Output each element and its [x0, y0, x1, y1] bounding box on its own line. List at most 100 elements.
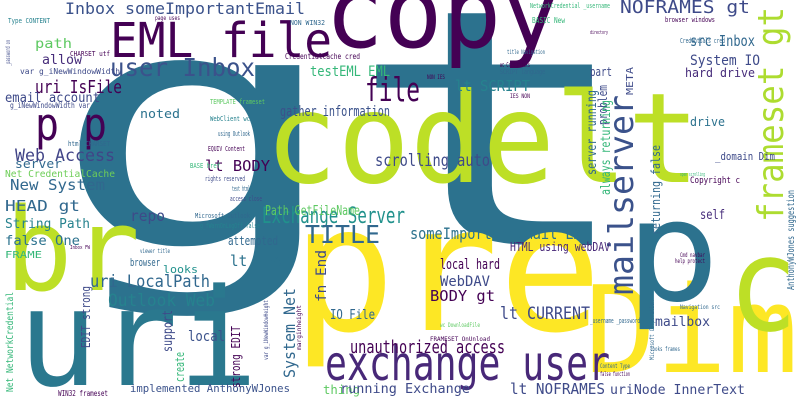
- word: frameset gt: [751, 7, 792, 222]
- word: mailbox: [655, 315, 710, 330]
- word: gather information: [280, 104, 390, 120]
- word: gt: [50, 0, 640, 323]
- word: someImportantEmail EML: [410, 224, 590, 243]
- word: lt HEAD: [230, 252, 290, 270]
- word: problem: [596, 85, 610, 125]
- word: g_iNewWindowWidth var: [10, 101, 90, 110]
- word: lt BODY: [205, 157, 270, 175]
- word: NON IES: [427, 74, 445, 81]
- word: String Path: [5, 217, 90, 232]
- word: returning false: [649, 145, 663, 235]
- word: Outlook Web: [108, 291, 215, 311]
- word: noted: [140, 107, 180, 121]
- word: Credentials cred: [680, 37, 725, 45]
- word: exchange user: [325, 336, 610, 392]
- word: pre: [292, 169, 602, 372]
- word: drive: [690, 115, 725, 129]
- word: local: [188, 329, 225, 345]
- word: looks: [163, 263, 198, 276]
- word: HTML using webDAV: [510, 240, 610, 254]
- word: Exchange Server: [262, 204, 405, 229]
- word: page uses: [155, 15, 180, 22]
- word: false function: [600, 371, 630, 378]
- word: _domain Dim: [715, 150, 775, 163]
- word: allow: [42, 53, 82, 68]
- word: var g_iNewWindowWidth: [20, 67, 120, 76]
- word: attempted: [228, 234, 278, 248]
- word: System IO: [690, 53, 760, 69]
- word: thing: [323, 383, 360, 397]
- word: uri: [18, 260, 258, 400]
- word: Copyright c: [690, 176, 740, 186]
- word: viewer title: [140, 248, 170, 255]
- word: email account: [5, 91, 100, 106]
- word: Cmd navbar: [680, 252, 705, 259]
- word: EML file: [110, 13, 332, 69]
- word: help protect: [675, 258, 705, 265]
- word: scrolling auto: [375, 151, 490, 171]
- word: System Net: [280, 288, 299, 378]
- word: title Navigation: [507, 49, 545, 56]
- word: c: [728, 209, 798, 361]
- word: wc Credentials: [500, 61, 530, 69]
- word: src Inbox: [690, 32, 755, 50]
- word: create: [173, 352, 187, 382]
- word: TEMPLATE frameset: [210, 98, 265, 106]
- word: _password on: [5, 40, 12, 66]
- word: html CHARSET: [68, 140, 111, 148]
- word: browser: [130, 256, 160, 269]
- word: open scrolling: [680, 172, 705, 178]
- word: wc DownloadFile: [440, 322, 480, 329]
- word: HEAD gt: [5, 197, 80, 215]
- word: lt SCRIPT: [455, 77, 530, 95]
- word: path: [35, 37, 72, 52]
- word: p p: [35, 98, 107, 151]
- word: repo: [130, 207, 165, 225]
- word: browser windows: [665, 16, 715, 24]
- word: br: [5, 184, 140, 318]
- word: rights reserved: [205, 175, 245, 183]
- word: var g_iNewWindowHeight: [263, 300, 270, 360]
- word: WebDAV: [440, 274, 491, 290]
- word: user Inbox: [110, 53, 255, 82]
- word: text html: [232, 185, 250, 193]
- word: implemented AnthonyWJones: [130, 382, 290, 395]
- word: codelt: [265, 67, 700, 212]
- word: BASIC New: [532, 16, 565, 25]
- word: CHARSET utf: [70, 50, 110, 58]
- word: server running: [585, 90, 600, 175]
- word: mailserver: [602, 95, 642, 295]
- word: EQUIV Content: [208, 145, 245, 153]
- word: lt NOFRAMES: [510, 380, 605, 398]
- word: unauthorized access: [350, 337, 505, 358]
- word: Inbox someImportantEmail: [65, 0, 305, 18]
- word: TITLE: [305, 220, 380, 249]
- word: strong EDIT: [229, 326, 243, 388]
- word: running Exchange: [340, 382, 470, 397]
- word: looks frames: [650, 346, 680, 353]
- word: FRAMESET OnUnload: [430, 336, 490, 343]
- word: fn End: [314, 250, 330, 302]
- word: testEML EML: [310, 64, 390, 80]
- word: NOFRAMES gt: [620, 0, 750, 18]
- word: FRAME: [5, 250, 42, 261]
- word: Navigation src: [680, 304, 720, 311]
- word: Dim: [585, 262, 798, 400]
- word: NON WIN32: [290, 19, 325, 27]
- word: directory: [590, 30, 608, 36]
- word: WebClient wc: [210, 115, 250, 123]
- word: NetworkCredential _username: [530, 2, 610, 10]
- word: self: [700, 208, 725, 223]
- word: lt CURRENT: [500, 304, 590, 324]
- word: file: [365, 70, 420, 109]
- word: false One: [5, 234, 80, 249]
- word: IES NON: [510, 93, 530, 100]
- word: BODY gt: [430, 287, 495, 305]
- word: Microsoft Corporation: [649, 300, 656, 360]
- word: EDIT strong: [79, 286, 93, 348]
- word: part: [590, 65, 612, 79]
- word: uri LocalPath: [90, 272, 210, 292]
- word: IO File: [330, 308, 375, 323]
